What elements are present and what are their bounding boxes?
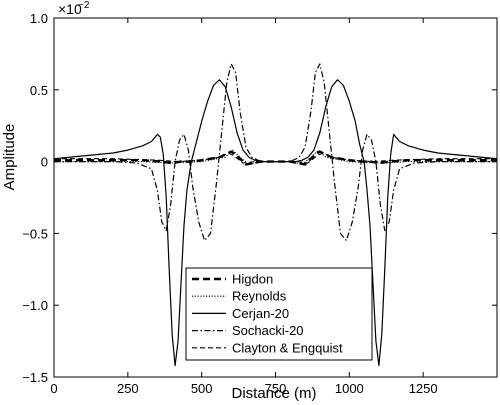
y-tick-label: 1.0 <box>30 11 48 26</box>
scale-note: ×10 <box>58 1 82 17</box>
y-tick-label: −1.5 <box>22 370 48 385</box>
x-tick-label: 1000 <box>335 381 364 396</box>
legend-label-cerjan-20: Cerjan-20 <box>232 306 289 321</box>
x-tick-label: 750 <box>265 381 287 396</box>
x-axis-label: Distance (m) <box>231 385 316 402</box>
y-tick-label: 0 <box>41 155 48 170</box>
y-tick-label: −1.0 <box>22 298 48 313</box>
legend: Higdon Reynolds Cerjan-20 Sochacki-20 Clayto… <box>185 267 373 361</box>
x-tick-label: 500 <box>191 381 213 396</box>
scale-multiplier: ×10 −2 <box>58 0 90 17</box>
series-layer <box>53 63 498 367</box>
x-tick-label: 0 <box>50 381 57 396</box>
y-tick-label: 0.5 <box>30 83 48 98</box>
scale-exponent: −2 <box>78 0 90 11</box>
y-tick-label: −0.5 <box>22 226 48 241</box>
tick-layer: 0 250 500 750 1000 1250 −1.5 −1.0 −0.5 0 0.5 1.0 <box>22 11 497 396</box>
legend-label-clayton-engquist: Clayton & Engquist <box>232 340 343 355</box>
legend-label-higdon: Higdon <box>232 272 273 287</box>
series-line-reynolds <box>54 149 497 166</box>
x-tick-label: 250 <box>117 381 139 396</box>
legend-label-sochacki-20: Sochacki-20 <box>232 323 304 338</box>
legend-label-reynolds: Reynolds <box>232 289 287 304</box>
x-tick-label: 1250 <box>409 381 438 396</box>
series-line-higdon <box>54 150 497 166</box>
y-axis-label: Amplitude <box>1 124 18 191</box>
